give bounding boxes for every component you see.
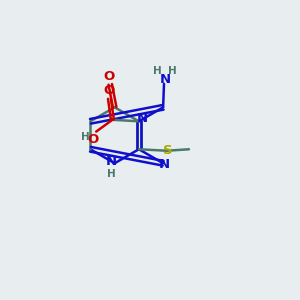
Text: H: H	[153, 66, 162, 76]
Text: H: H	[168, 66, 177, 76]
Text: N: N	[158, 158, 169, 171]
Text: H: H	[81, 133, 89, 142]
Text: O: O	[103, 70, 114, 83]
Text: N: N	[160, 73, 171, 86]
Text: S: S	[163, 144, 172, 157]
Text: N: N	[106, 155, 117, 168]
Text: O: O	[103, 84, 114, 97]
Text: O: O	[88, 133, 99, 146]
Text: N: N	[136, 112, 147, 125]
Text: H: H	[107, 169, 116, 179]
